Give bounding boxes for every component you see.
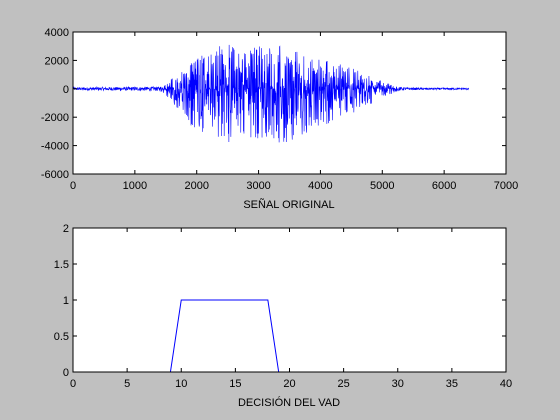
vad-xtick-label: 35 (446, 378, 458, 390)
signal-xtick-label: 5000 (370, 180, 394, 192)
vad-xtick-label: 40 (500, 378, 512, 390)
vad-xtick-label: 5 (124, 378, 130, 390)
vad-xtick-label: 10 (175, 378, 187, 390)
signal-xlabel: SEÑAL ORIGINAL (243, 198, 334, 211)
signal-ytick-label: -6000 (41, 169, 69, 181)
signal-xtick-label: 4000 (308, 180, 332, 192)
vad-ticks: 0 5 10 15 20 25 30 35 40 0 0.5 1 1.5 2 (54, 223, 512, 390)
signal-xtick-label: 6000 (432, 180, 456, 192)
vad-ytick-label: 1 (63, 295, 69, 307)
signal-ytick-label: 0 (63, 84, 69, 96)
signal-ytick-label: 2000 (45, 55, 69, 67)
signal-xtick-label: 0 (70, 180, 76, 192)
chart-signal: 0 1000 2000 3000 4000 5000 6000 7000 -6000 -4000 -… (41, 27, 518, 211)
vad-axes-background (73, 228, 506, 372)
signal-xtick-label: 3000 (246, 180, 270, 192)
signal-xtick-label: 2000 (184, 180, 208, 192)
vad-xtick-label: 0 (70, 378, 76, 390)
signal-ytick-label: 4000 (45, 27, 69, 39)
vad-ytick-label: 0 (63, 367, 69, 379)
vad-xtick-label: 15 (229, 378, 241, 390)
signal-waveform-line (72, 44, 470, 143)
vad-xlabel: DECISIÓN DEL VAD (238, 396, 340, 409)
signal-ticks: 0 1000 2000 3000 4000 5000 6000 7000 -6000 -4000 -… (41, 27, 518, 192)
signal-axes-frame (72, 31, 507, 175)
vad-xtick-label: 25 (338, 378, 350, 390)
signal-xtick-label: 1000 (123, 180, 147, 192)
signal-series (72, 44, 470, 143)
vad-ytick-label: 1.5 (54, 259, 69, 271)
vad-xtick-label: 30 (392, 378, 404, 390)
chart-vad: 0 5 10 15 20 25 30 35 40 0 0.5 1 1.5 2 DECISIÓN DEL V… (54, 223, 512, 409)
signal-ytick-label: -2000 (41, 112, 69, 124)
vad-ytick-label: 2 (63, 223, 69, 235)
signal-xtick-label: 7000 (494, 180, 518, 192)
signal-ytick-label: -4000 (41, 141, 69, 153)
vad-ytick-label: 0.5 (54, 331, 69, 343)
vad-xtick-label: 20 (283, 378, 295, 390)
